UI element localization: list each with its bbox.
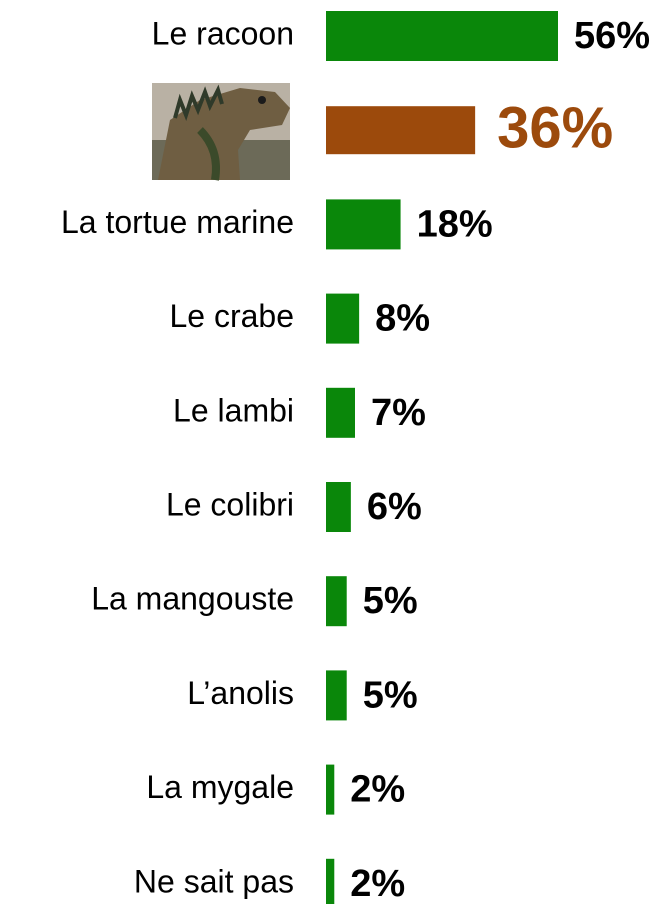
value-label: 5% xyxy=(363,580,418,622)
value-label: 7% xyxy=(371,392,426,434)
value-label: 2% xyxy=(350,863,405,904)
category-label: L’anolis xyxy=(187,675,294,711)
bar xyxy=(326,482,351,532)
value-label: 5% xyxy=(363,674,418,716)
value-label: 8% xyxy=(375,298,430,340)
value-label: 6% xyxy=(367,486,422,528)
category-label: Le colibri xyxy=(166,486,294,522)
category-label: La mangouste xyxy=(91,581,294,617)
bar xyxy=(326,764,335,815)
value-label: 36% xyxy=(497,96,613,161)
bar xyxy=(326,670,347,721)
category-label: Le crabe xyxy=(169,298,294,334)
bar xyxy=(326,106,476,155)
value-label: 56% xyxy=(574,15,650,57)
value-label: 2% xyxy=(350,769,405,811)
bar xyxy=(326,387,355,438)
bar xyxy=(326,293,360,344)
value-label: 18% xyxy=(417,203,493,245)
category-label: La tortue marine xyxy=(61,204,294,240)
category-label: Ne sait pas xyxy=(134,863,294,899)
bar xyxy=(326,199,401,250)
category-label: Le racoon xyxy=(152,15,294,51)
bar xyxy=(326,11,558,61)
category-label: Le lambi xyxy=(173,392,294,428)
bar xyxy=(326,576,347,627)
iguana-image xyxy=(152,83,290,181)
bar xyxy=(326,858,335,904)
category-label: La mygale xyxy=(146,769,294,805)
